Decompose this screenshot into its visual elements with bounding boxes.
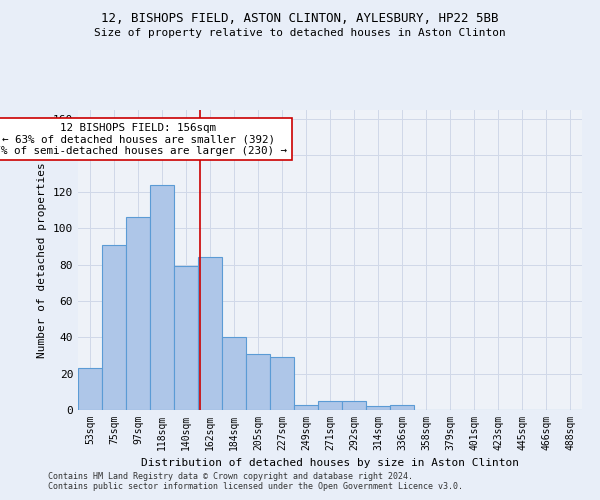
Bar	[294, 404, 318, 410]
Bar	[342, 401, 366, 410]
Bar	[78, 368, 102, 410]
Bar	[246, 354, 270, 410]
Bar	[270, 358, 294, 410]
Bar	[126, 218, 150, 410]
X-axis label: Distribution of detached houses by size in Aston Clinton: Distribution of detached houses by size …	[141, 458, 519, 468]
Bar	[150, 184, 174, 410]
Bar	[390, 404, 414, 410]
Text: 12 BISHOPS FIELD: 156sqm
← 63% of detached houses are smaller (392)
37% of semi-: 12 BISHOPS FIELD: 156sqm ← 63% of detach…	[0, 122, 287, 156]
Text: Size of property relative to detached houses in Aston Clinton: Size of property relative to detached ho…	[94, 28, 506, 38]
Text: Contains public sector information licensed under the Open Government Licence v3: Contains public sector information licen…	[48, 482, 463, 491]
Bar	[366, 406, 390, 410]
Bar	[198, 258, 222, 410]
Text: 12, BISHOPS FIELD, ASTON CLINTON, AYLESBURY, HP22 5BB: 12, BISHOPS FIELD, ASTON CLINTON, AYLESB…	[101, 12, 499, 26]
Bar	[222, 338, 246, 410]
Bar	[174, 266, 198, 410]
Y-axis label: Number of detached properties: Number of detached properties	[37, 162, 47, 358]
Text: Contains HM Land Registry data © Crown copyright and database right 2024.: Contains HM Land Registry data © Crown c…	[48, 472, 413, 481]
Bar	[318, 401, 342, 410]
Bar	[102, 244, 126, 410]
